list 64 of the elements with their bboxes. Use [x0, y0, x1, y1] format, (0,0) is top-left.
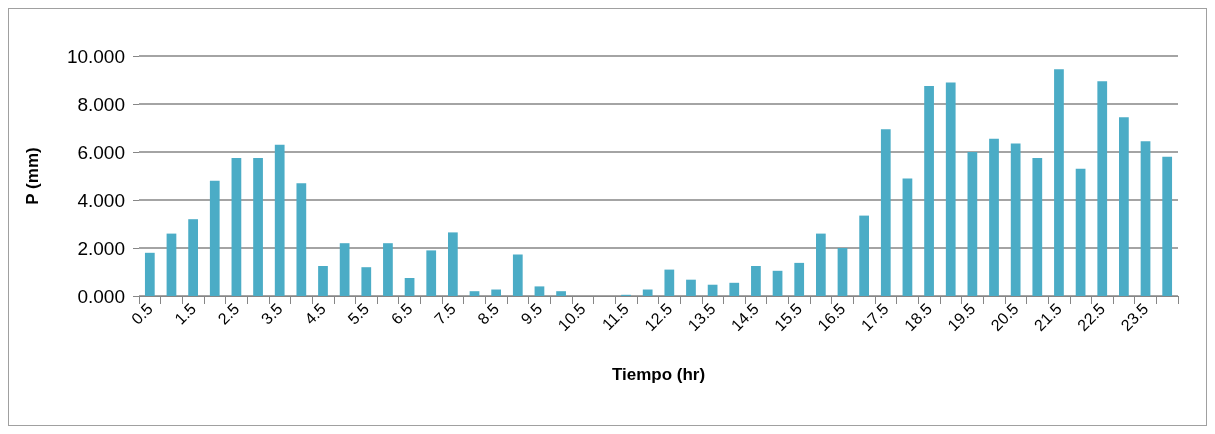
- bar: [859, 215, 870, 296]
- x-tick-label: 4.5: [301, 299, 330, 328]
- bar: [491, 289, 502, 296]
- bar: [209, 180, 220, 296]
- bar: [404, 278, 415, 296]
- x-tick-label: 0.5: [128, 299, 156, 328]
- bar: [837, 248, 848, 296]
- bar: [642, 289, 653, 296]
- bar: [924, 86, 934, 296]
- y-tick-label: 2.000: [77, 237, 125, 259]
- bar: [1162, 156, 1173, 296]
- x-tick-label: 5.5: [344, 299, 373, 328]
- bar: [231, 158, 242, 296]
- bar: [512, 254, 523, 296]
- bar: [556, 291, 566, 296]
- bar: [188, 219, 198, 296]
- bar: [989, 138, 999, 296]
- bar: [361, 267, 372, 296]
- bar: [1010, 143, 1021, 296]
- bar: [383, 243, 393, 296]
- y-tick-label: 0.000: [77, 285, 125, 307]
- bar: [447, 232, 458, 296]
- y-tick-label: 4.000: [77, 189, 125, 211]
- bar: [426, 250, 437, 296]
- bar: [729, 282, 740, 296]
- bar: [967, 152, 978, 296]
- bar: [815, 233, 826, 296]
- x-tick-label: 11.5: [598, 299, 633, 334]
- bar: [707, 284, 718, 296]
- bar: [534, 286, 545, 296]
- x-tick-label: 7.5: [431, 299, 459, 328]
- bar: [880, 129, 891, 296]
- bar: [772, 270, 783, 296]
- x-tick-label: 9.5: [517, 299, 546, 328]
- y-tick-label: 8.000: [77, 93, 125, 115]
- bar: [1075, 168, 1086, 296]
- bar: [253, 158, 263, 296]
- x-axis-title: Tiempo (hr): [611, 365, 706, 384]
- bar: [274, 144, 285, 296]
- bar: [1140, 141, 1151, 296]
- bar: [1097, 81, 1108, 296]
- x-tick-label: 8.5: [474, 299, 503, 328]
- bar: [686, 279, 696, 296]
- x-tick-label: 6.5: [387, 299, 416, 328]
- bar: [751, 266, 761, 296]
- bar: [664, 269, 675, 296]
- bar: [318, 266, 328, 296]
- x-tick-label: 3.5: [257, 299, 286, 328]
- y-axis-title: P (mm): [23, 147, 42, 205]
- bar: [1054, 69, 1064, 296]
- bar: [1032, 158, 1043, 296]
- bar: [945, 82, 956, 296]
- bar: [166, 233, 177, 296]
- x-tick-label: 1.5: [171, 299, 200, 328]
- bar: [469, 291, 480, 296]
- y-tick-label: 10.000: [66, 45, 125, 67]
- y-tick-label: 6.000: [77, 141, 125, 163]
- bar: [794, 262, 805, 296]
- x-tick-label: 2.5: [214, 299, 243, 328]
- bar: [1119, 117, 1129, 296]
- bar: [296, 183, 307, 296]
- bar: [902, 178, 913, 296]
- bar: [339, 243, 350, 296]
- bar: [144, 252, 155, 296]
